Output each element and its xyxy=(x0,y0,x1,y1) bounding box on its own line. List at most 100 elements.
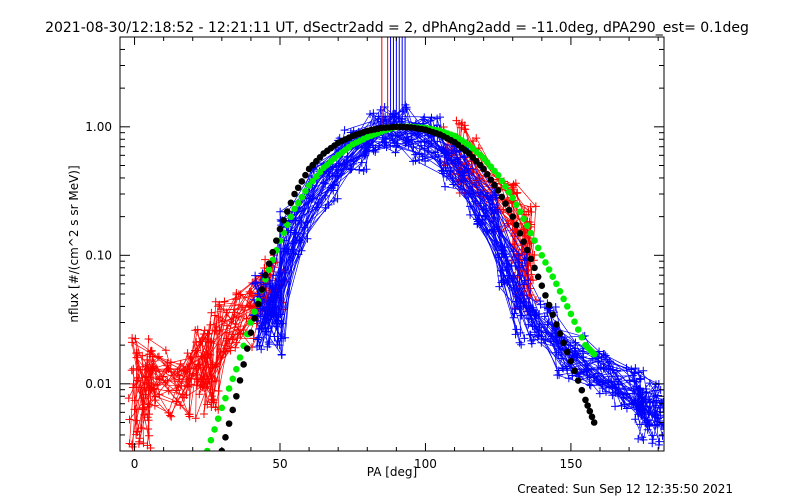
curve-point xyxy=(571,367,578,375)
blue-trace-marker xyxy=(366,110,375,119)
curve-point xyxy=(531,264,538,272)
blue-trace-marker xyxy=(499,246,508,255)
red-trace-marker xyxy=(222,336,231,345)
red-trace-marker xyxy=(231,343,240,352)
curve-point xyxy=(523,246,531,254)
red-trace-marker xyxy=(204,329,213,338)
blue-trace-marker xyxy=(657,398,664,407)
red-trace-marker xyxy=(131,334,140,343)
red-trace-marker xyxy=(214,387,223,396)
red-trace-marker xyxy=(137,424,146,433)
red-trace-marker xyxy=(164,408,173,417)
blue-trace-marker xyxy=(653,420,662,429)
red-trace-line xyxy=(143,267,274,415)
red-trace-marker xyxy=(124,394,133,403)
blue-trace-marker xyxy=(527,339,536,348)
blue-trace-marker xyxy=(346,165,355,174)
blue-trace-marker xyxy=(526,330,535,339)
blue-trace-marker xyxy=(379,133,388,142)
red-trace-marker xyxy=(132,353,141,362)
blue-trace-marker xyxy=(466,210,475,219)
blue-trace-marker xyxy=(266,279,275,288)
curve-point xyxy=(283,208,291,215)
curve-point xyxy=(505,206,513,214)
curve-point xyxy=(225,420,233,427)
curve-point xyxy=(207,436,215,444)
red-trace-marker xyxy=(187,380,196,389)
blue-trace-marker xyxy=(420,150,429,159)
red-trace-marker xyxy=(192,338,201,347)
curve-point xyxy=(538,282,546,290)
red-trace-marker xyxy=(178,390,187,399)
red-trace-marker xyxy=(212,359,221,368)
blue-trace-marker xyxy=(517,340,526,349)
curve-point xyxy=(262,271,269,279)
curve-point xyxy=(574,377,582,384)
curve-point xyxy=(225,385,233,392)
x-tick-label: 0 xyxy=(131,457,139,471)
red-trace-marker xyxy=(191,414,200,423)
curve-point xyxy=(229,375,237,383)
blue-trace-marker xyxy=(257,345,266,354)
curve-point xyxy=(553,321,560,328)
red-trace-marker xyxy=(139,439,148,448)
curve-point xyxy=(287,199,295,207)
curve-point xyxy=(222,394,229,402)
blue-trace-marker xyxy=(409,142,418,151)
curve-point xyxy=(294,184,302,192)
black-curve xyxy=(218,123,598,451)
blue-traces xyxy=(248,100,664,449)
red-trace-marker xyxy=(231,319,240,328)
curve-point xyxy=(542,259,549,266)
red-trace-marker xyxy=(144,425,153,434)
curve-point xyxy=(516,230,524,237)
curve-point xyxy=(574,326,582,333)
curve-point xyxy=(291,190,298,198)
curve-point xyxy=(586,407,594,415)
red-trace-marker xyxy=(472,134,481,143)
curve-point xyxy=(516,208,524,216)
red-trace-marker xyxy=(220,297,229,306)
blue-trace-marker xyxy=(513,302,522,311)
red-trace-marker xyxy=(128,383,137,392)
red-trace-marker xyxy=(141,390,150,399)
red-trace-line xyxy=(129,294,272,420)
curve-point xyxy=(505,188,513,196)
blue-trace-marker xyxy=(551,303,560,312)
curve-point xyxy=(513,201,520,209)
curve-point xyxy=(280,217,287,224)
blue-trace-marker xyxy=(391,148,400,157)
y-tick-label: 0.10 xyxy=(85,248,112,262)
curve-point xyxy=(545,301,553,309)
blue-trace-marker xyxy=(392,141,401,150)
curve-point xyxy=(509,194,517,202)
blue-trace-marker xyxy=(273,336,282,345)
curve-point xyxy=(582,396,589,404)
red-trace-marker xyxy=(249,334,258,343)
curve-point xyxy=(233,392,240,400)
red-trace-marker xyxy=(199,410,208,419)
blue-trace-marker xyxy=(276,207,285,216)
blue-trace-marker xyxy=(639,399,648,408)
red-trace-marker xyxy=(261,255,270,264)
red-trace-marker xyxy=(183,375,192,384)
curve-point xyxy=(502,183,509,190)
curve-point xyxy=(487,176,495,183)
blue-trace-marker xyxy=(399,107,408,116)
blue-trace-marker xyxy=(536,300,545,309)
blue-trace-marker xyxy=(497,246,506,255)
blue-trace-marker xyxy=(303,234,312,243)
curve-point xyxy=(494,171,502,179)
blue-trace-marker xyxy=(336,169,345,178)
blue-trace-marker xyxy=(518,261,527,270)
blue-trace-marker xyxy=(436,113,444,122)
blue-trace-marker xyxy=(488,225,497,234)
blue-trace-marker xyxy=(520,334,529,343)
blue-trace-marker xyxy=(564,374,573,383)
blue-trace-marker xyxy=(361,149,370,158)
curve-point xyxy=(283,221,291,229)
blue-trace-marker xyxy=(270,332,279,341)
curve-point xyxy=(542,292,549,299)
curve-point xyxy=(498,193,506,201)
red-trace-marker xyxy=(212,323,221,332)
